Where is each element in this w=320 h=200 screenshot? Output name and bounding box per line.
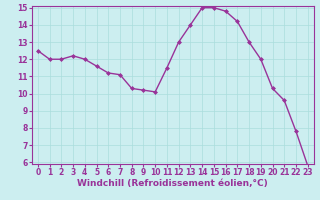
X-axis label: Windchill (Refroidissement éolien,°C): Windchill (Refroidissement éolien,°C) — [77, 179, 268, 188]
